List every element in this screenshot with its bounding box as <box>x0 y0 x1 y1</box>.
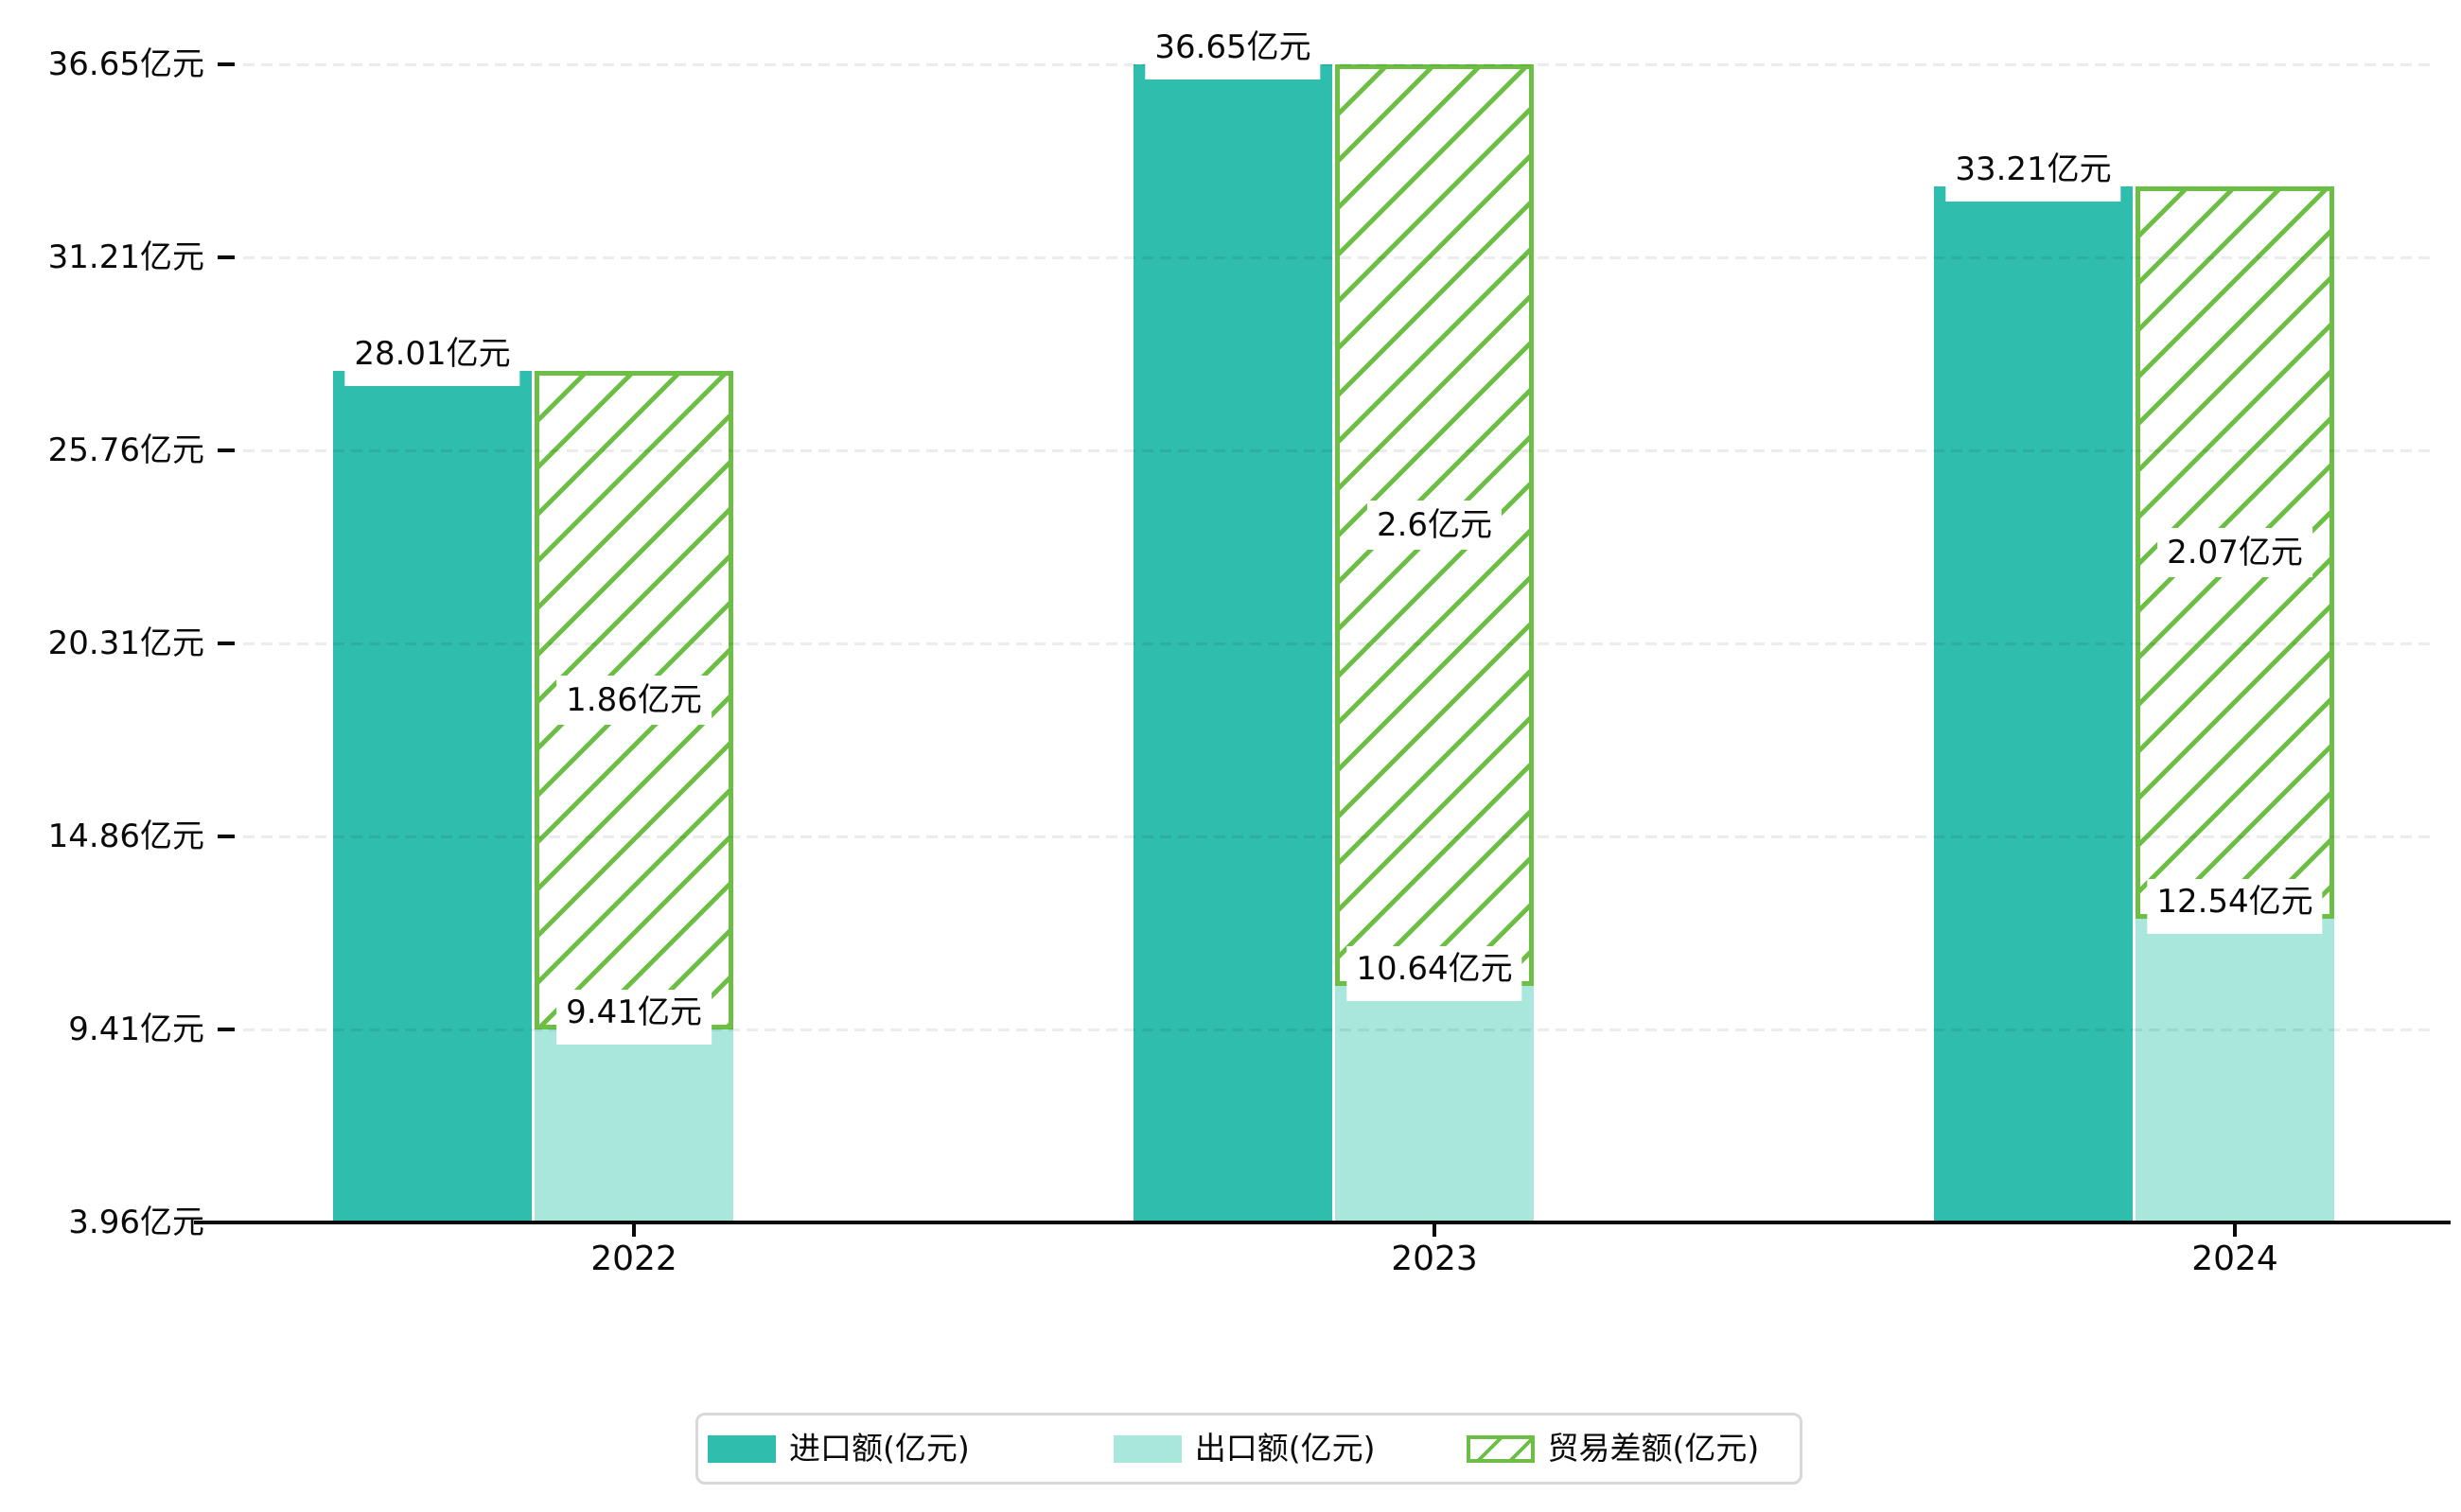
bar-export-2024 <box>2136 918 2334 1222</box>
y-tick-25.76 <box>218 448 235 452</box>
y-tick-label-20.31: 20.31亿元 <box>47 624 204 662</box>
legend-label-import: 进口额(亿元) <box>789 1430 970 1467</box>
y-tick-36.65 <box>218 62 235 66</box>
gridline-9.41 <box>225 1028 2432 1031</box>
value-label-trade-balance-2024: 2.07亿元 <box>2157 527 2312 577</box>
y-tick-label-36.65: 36.65亿元 <box>47 45 204 83</box>
x-tick-label-2022: 2022 <box>590 1239 677 1278</box>
legend-swatch-import-icon <box>708 1434 776 1463</box>
legend-label-trade-balance: 贸易差额(亿元) <box>1547 1430 1760 1467</box>
bar-import-2023 <box>1134 64 1332 1222</box>
legend-item-import: 进口额(亿元) <box>708 1431 970 1467</box>
value-label-export-2024: 12.54亿元 <box>2147 878 2323 934</box>
y-tick-9.41 <box>218 1027 235 1031</box>
x-tick-2023 <box>1433 1222 1436 1237</box>
x-tick-label-2024: 2024 <box>2191 1239 2278 1278</box>
bar-import-2022 <box>333 370 532 1222</box>
bar-import-2024 <box>1934 185 2133 1222</box>
y-tick-label-25.76: 25.76亿元 <box>47 431 204 469</box>
value-label-import-2024: 33.21亿元 <box>1945 146 2121 202</box>
gridline-36.65 <box>225 63 2432 66</box>
legend-item-export: 出口额(亿元) <box>1113 1430 1376 1467</box>
bar-export-2023 <box>1335 985 1534 1222</box>
y-tick-label-31.21: 31.21亿元 <box>47 237 204 276</box>
value-label-trade-balance-2022: 1.86亿元 <box>556 675 712 725</box>
y-tick-31.21 <box>218 255 235 259</box>
y-tick-14.86 <box>218 834 235 838</box>
value-label-export-2022: 9.41亿元 <box>556 989 712 1045</box>
value-label-import-2023: 36.65亿元 <box>1145 25 1321 79</box>
y-tick-label-3.96: 3.96亿元 <box>68 1204 204 1241</box>
gridline-14.86 <box>225 835 2432 838</box>
y-tick-20.31 <box>218 641 235 645</box>
legend-swatch-export-icon <box>1113 1434 1182 1463</box>
x-tick-2022 <box>632 1222 636 1237</box>
y-tick-label-9.41: 9.41亿元 <box>68 1010 204 1048</box>
legend-item-trade-balance: 贸易差额(亿元) <box>1466 1430 1760 1467</box>
value-label-export-2023: 10.64亿元 <box>1346 945 1522 1001</box>
y-tick-label-14.86: 14.86亿元 <box>47 817 204 855</box>
gridline-20.31 <box>225 642 2432 645</box>
legend: 进口额(亿元) 出口额(亿元) 贸易差额(亿元) <box>695 1413 1802 1485</box>
legend-swatch-trade-balance-icon <box>1466 1434 1535 1463</box>
value-label-trade-balance-2023: 2.6亿元 <box>1366 500 1503 550</box>
x-axis-line <box>194 1221 2451 1224</box>
value-label-import-2022: 28.01亿元 <box>344 330 520 386</box>
bar-export-2022 <box>535 1029 733 1222</box>
x-tick-2024 <box>2233 1222 2237 1237</box>
gridline-31.21 <box>225 255 2432 259</box>
x-tick-label-2023: 2023 <box>1391 1239 1478 1278</box>
legend-label-export: 出口额(亿元) <box>1194 1430 1376 1467</box>
gridline-25.76 <box>225 448 2432 452</box>
